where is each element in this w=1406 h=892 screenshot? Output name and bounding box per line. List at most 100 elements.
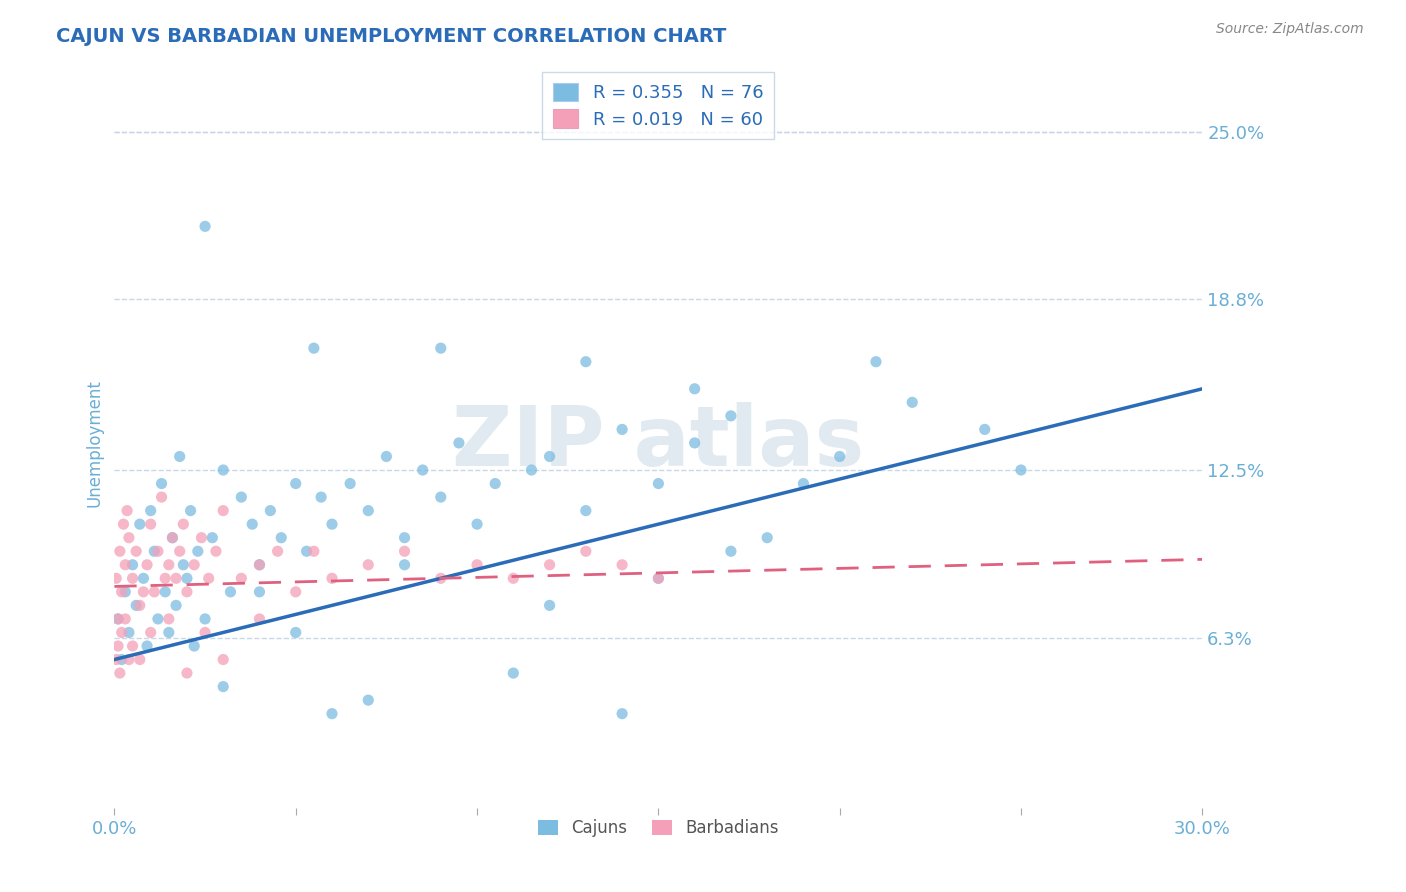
Point xyxy=(201,531,224,545)
Point xyxy=(538,558,561,572)
Point xyxy=(647,571,669,585)
Point xyxy=(111,585,134,599)
Point xyxy=(683,382,706,396)
Point xyxy=(901,395,924,409)
Point xyxy=(484,476,506,491)
Point xyxy=(194,612,217,626)
Point xyxy=(720,409,742,423)
Point xyxy=(128,652,150,666)
Point xyxy=(121,558,143,572)
Point xyxy=(865,355,887,369)
Point xyxy=(136,558,159,572)
Point xyxy=(125,544,148,558)
Point xyxy=(295,544,318,558)
Point xyxy=(284,476,307,491)
Point xyxy=(321,706,343,721)
Point xyxy=(309,490,332,504)
Point xyxy=(249,612,271,626)
Point xyxy=(205,544,228,558)
Point xyxy=(125,599,148,613)
Point xyxy=(176,585,198,599)
Point xyxy=(212,652,235,666)
Point xyxy=(114,585,136,599)
Point xyxy=(538,599,561,613)
Point xyxy=(150,476,173,491)
Point xyxy=(187,544,209,558)
Point xyxy=(153,571,176,585)
Point xyxy=(284,625,307,640)
Point xyxy=(111,625,134,640)
Point xyxy=(143,544,166,558)
Point xyxy=(240,517,263,532)
Point xyxy=(112,517,135,532)
Point xyxy=(183,639,205,653)
Point xyxy=(357,503,380,517)
Point xyxy=(107,612,129,626)
Point xyxy=(259,503,281,517)
Point xyxy=(121,639,143,653)
Point xyxy=(575,355,598,369)
Point xyxy=(105,571,128,585)
Point xyxy=(212,503,235,517)
Point xyxy=(1010,463,1032,477)
Point xyxy=(284,585,307,599)
Point xyxy=(610,706,633,721)
Point xyxy=(465,558,488,572)
Point xyxy=(107,612,129,626)
Point xyxy=(128,599,150,613)
Point xyxy=(121,571,143,585)
Point xyxy=(172,558,194,572)
Point xyxy=(231,571,253,585)
Point xyxy=(118,652,141,666)
Point xyxy=(165,571,187,585)
Point xyxy=(249,585,271,599)
Point xyxy=(108,544,131,558)
Point xyxy=(302,544,325,558)
Point xyxy=(502,571,524,585)
Point xyxy=(176,571,198,585)
Point xyxy=(538,450,561,464)
Point xyxy=(150,490,173,504)
Point xyxy=(146,544,169,558)
Point xyxy=(339,476,361,491)
Point xyxy=(136,639,159,653)
Point xyxy=(394,531,416,545)
Point xyxy=(792,476,814,491)
Point xyxy=(194,625,217,640)
Point xyxy=(270,531,292,545)
Point xyxy=(169,544,191,558)
Point xyxy=(132,571,155,585)
Point xyxy=(249,558,271,572)
Point xyxy=(157,612,180,626)
Text: ZIP atlas: ZIP atlas xyxy=(453,402,865,483)
Point xyxy=(165,599,187,613)
Point xyxy=(357,693,380,707)
Point xyxy=(302,341,325,355)
Legend: Cajuns, Barbadians: Cajuns, Barbadians xyxy=(531,813,786,844)
Point xyxy=(447,436,470,450)
Point xyxy=(157,558,180,572)
Point xyxy=(114,558,136,572)
Point xyxy=(111,652,134,666)
Point xyxy=(249,558,271,572)
Point xyxy=(118,625,141,640)
Point xyxy=(412,463,434,477)
Point xyxy=(756,531,779,545)
Point xyxy=(105,652,128,666)
Point xyxy=(430,341,453,355)
Point xyxy=(575,503,598,517)
Point xyxy=(107,639,129,653)
Point xyxy=(162,531,184,545)
Point xyxy=(162,531,184,545)
Point xyxy=(828,450,851,464)
Point xyxy=(153,585,176,599)
Point xyxy=(683,436,706,450)
Point xyxy=(465,517,488,532)
Point xyxy=(197,571,219,585)
Point xyxy=(115,503,138,517)
Point xyxy=(128,517,150,532)
Point xyxy=(610,422,633,436)
Point xyxy=(720,544,742,558)
Point xyxy=(108,666,131,681)
Point xyxy=(357,558,380,572)
